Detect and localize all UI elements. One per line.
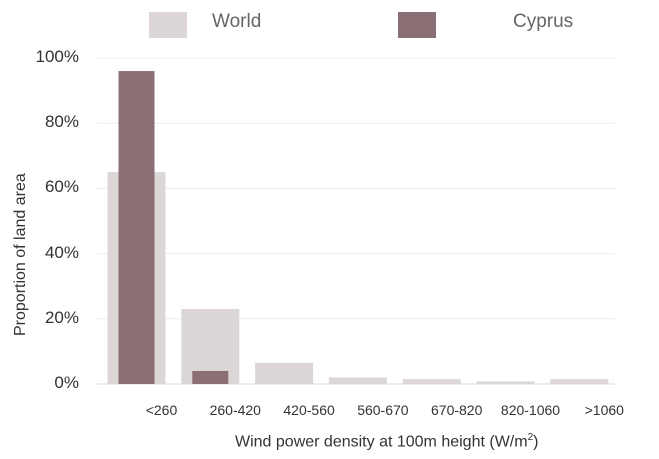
y-tick-label: 60% xyxy=(44,177,79,197)
legend-swatch-cyprus xyxy=(398,12,436,38)
x-axis-label-text: Wind power density at 100m height (W/m xyxy=(235,433,528,451)
x-axis-label: Wind power density at 100m height (W/m2) xyxy=(235,432,538,451)
x-tick-label: 820-1060 xyxy=(500,402,561,418)
bar-world xyxy=(476,381,535,384)
y-tick-label: 40% xyxy=(44,242,79,262)
legend-label-world: World xyxy=(212,11,262,32)
x-axis-label-superscript: 2 xyxy=(527,432,534,443)
x-tick-label: 670-820 xyxy=(431,402,483,418)
y-tick-label: 0% xyxy=(54,373,79,392)
x-axis-label-close: ) xyxy=(533,433,539,451)
legend-label-cyprus: Cyprus xyxy=(513,11,574,32)
x-tick-label: >1060 xyxy=(584,402,624,418)
y-tick-label: 100% xyxy=(35,47,79,66)
x-tick-label: <260 xyxy=(145,402,178,418)
bar-cyprus xyxy=(192,370,229,384)
y-tick-label: 80% xyxy=(44,112,79,132)
bar-world xyxy=(255,362,314,384)
bar-world xyxy=(550,379,609,384)
x-tick-label: 420-560 xyxy=(283,402,335,418)
bar-cyprus xyxy=(118,71,155,384)
x-tick-label: 560-670 xyxy=(357,402,409,418)
bar-world xyxy=(402,379,461,384)
bar-world xyxy=(328,377,387,384)
legend-swatch-world xyxy=(149,12,187,38)
y-tick-label: 20% xyxy=(44,307,79,327)
x-tick-label: 260-420 xyxy=(209,402,261,418)
